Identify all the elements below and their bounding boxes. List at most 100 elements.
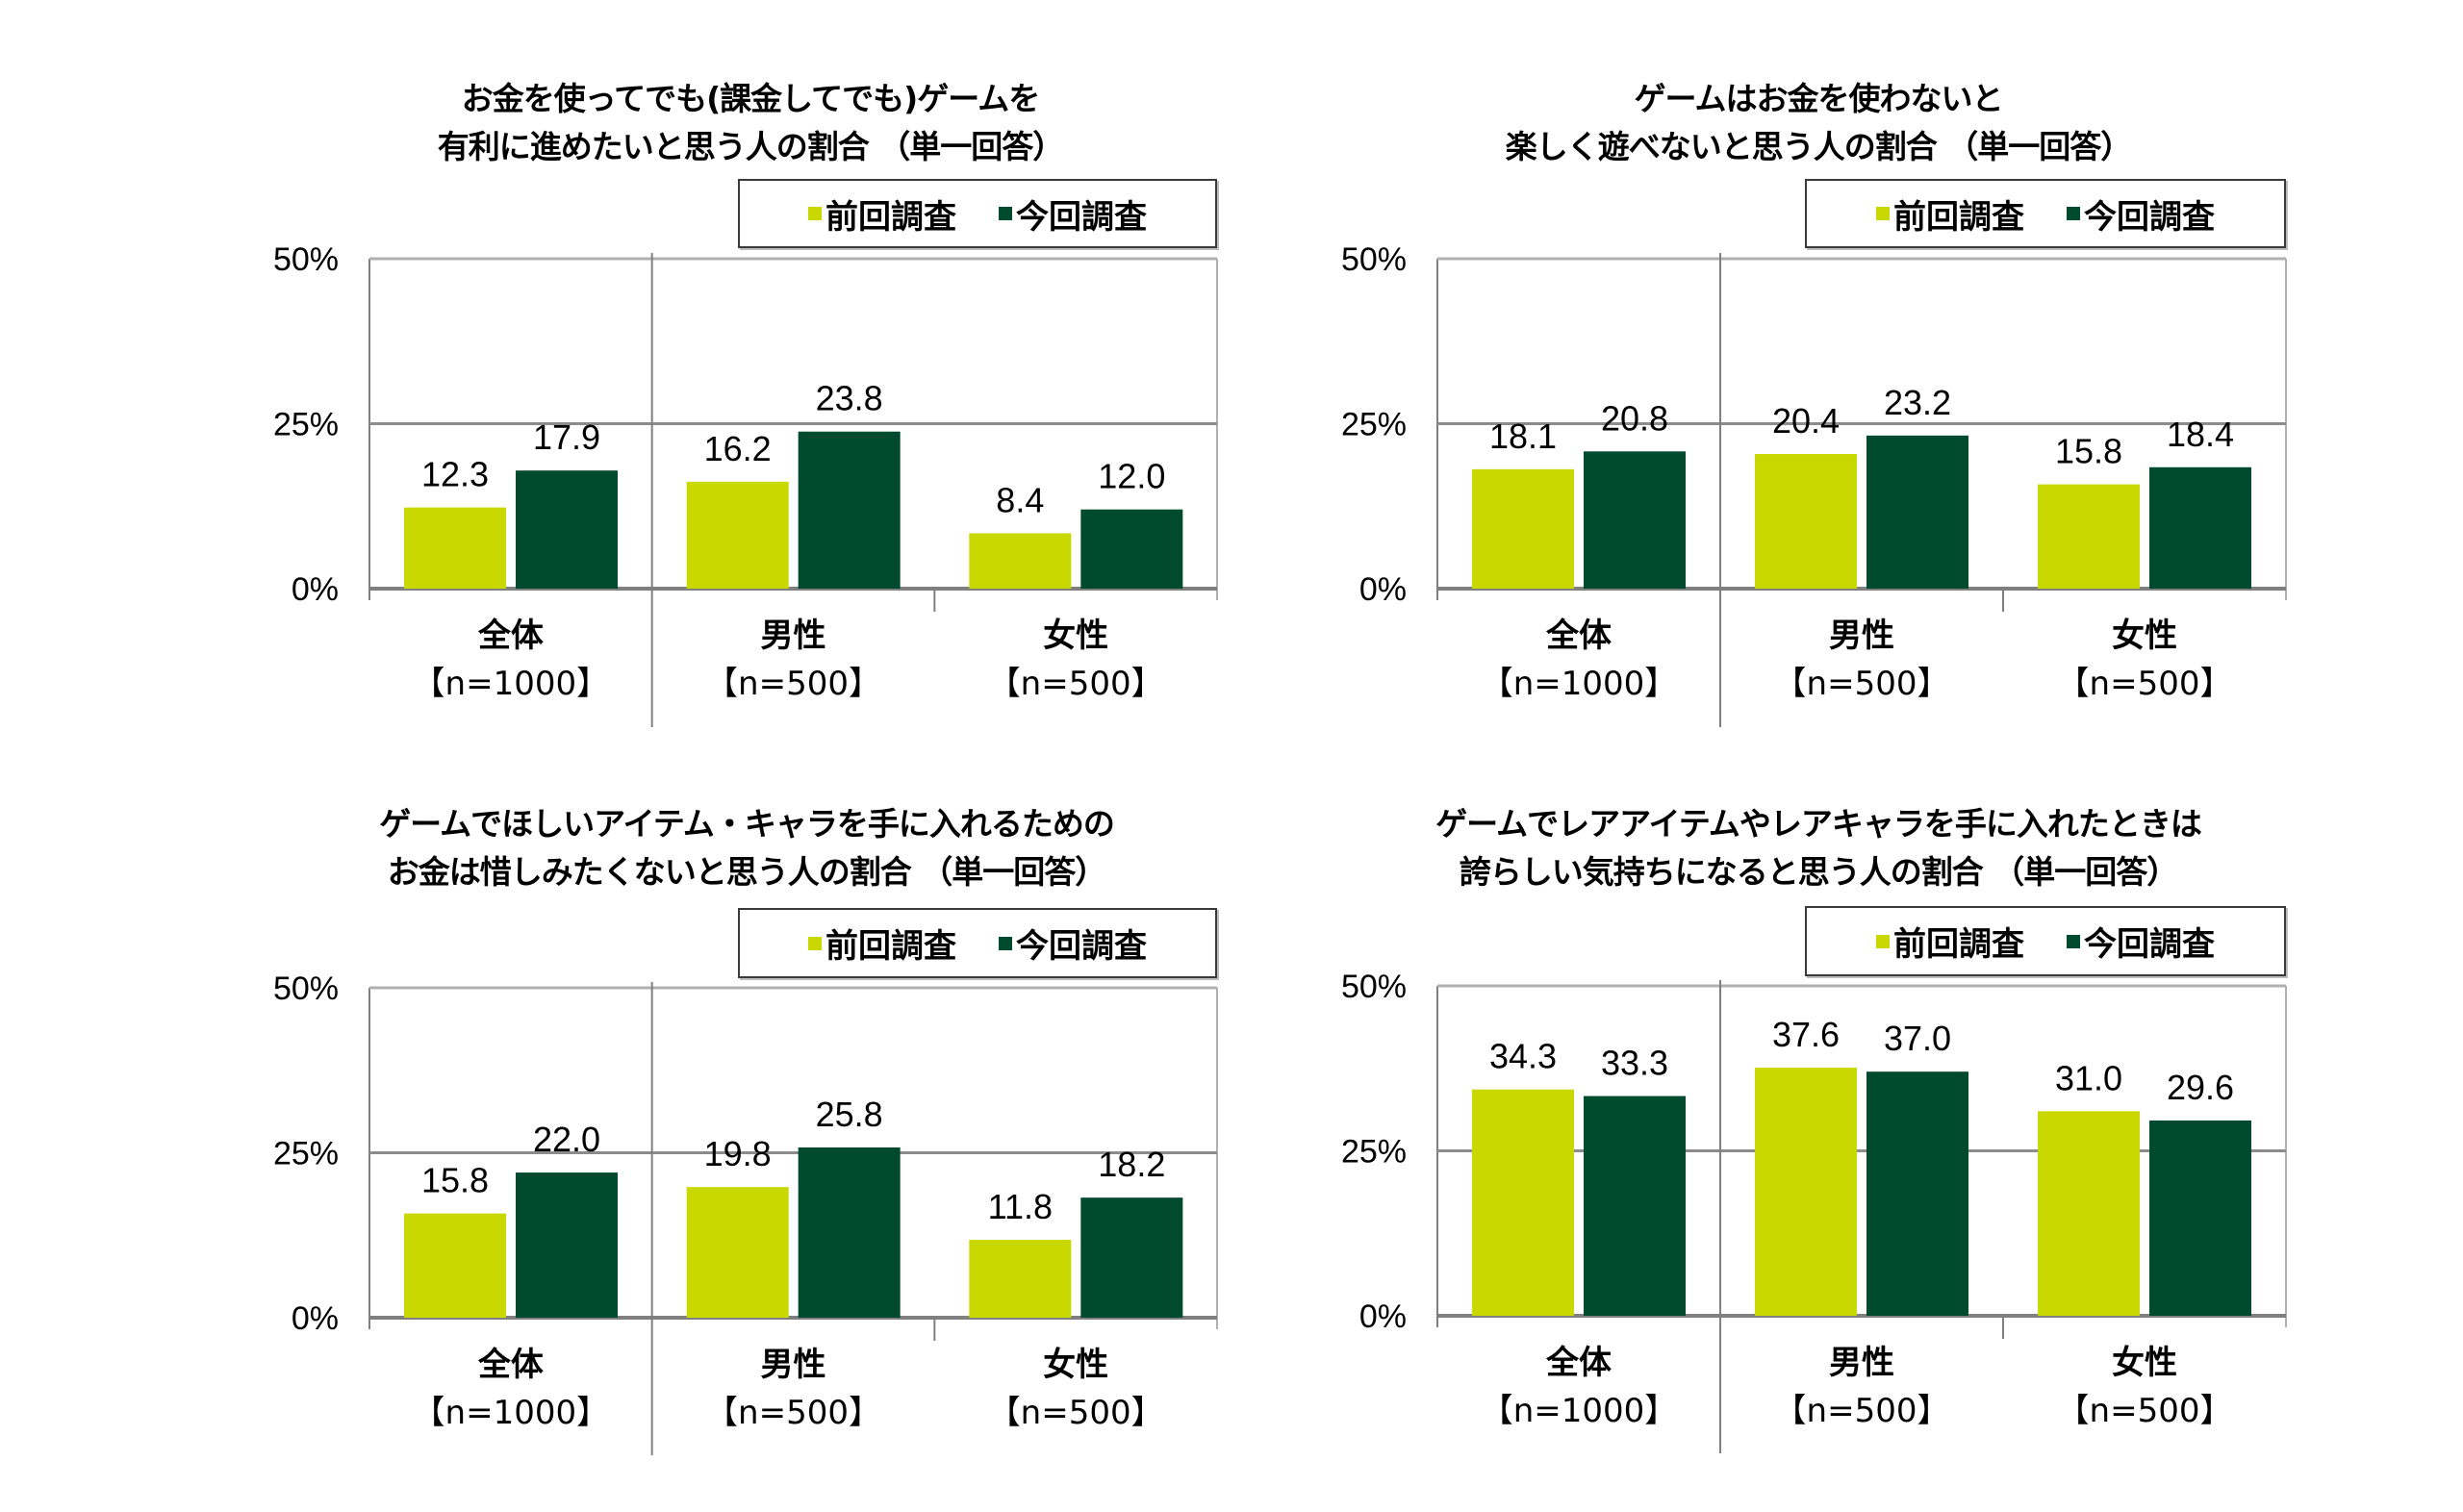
data-label: 25.8 xyxy=(816,1095,883,1134)
x-category-sample-size: 【n=500】 xyxy=(1774,665,1950,703)
legend-item-current: 今回調査 xyxy=(2067,918,2215,965)
data-label: 37.6 xyxy=(1772,1015,1840,1054)
x-category-label: 男性 xyxy=(761,1346,826,1384)
x-category-label: 女性 xyxy=(1043,1346,1108,1384)
data-label: 11.8 xyxy=(988,1187,1053,1226)
y-tick-label: 0% xyxy=(1359,1298,1407,1335)
bar-previous xyxy=(969,533,1072,589)
x-category-sample-size: 【n=500】 xyxy=(1774,1392,1950,1430)
y-tick-label: 0% xyxy=(292,571,339,608)
chart-title-line-2: 有利に進めたいと思う人の割合 （単一回答） xyxy=(437,128,1065,165)
bar-previous xyxy=(969,1240,1072,1318)
legend-item-previous: 前回調査 xyxy=(808,190,956,238)
y-tick-label: 50% xyxy=(273,241,339,278)
chart-title: ゲームでほしいアイテム・キャラを手に入れるための お金は惜しみたくないと思う人の… xyxy=(314,800,1180,896)
y-tick-label: 0% xyxy=(1359,571,1407,608)
data-label: 33.3 xyxy=(1601,1044,1668,1083)
y-tick-label: 0% xyxy=(292,1300,339,1337)
data-label: 37.0 xyxy=(1884,1019,1951,1058)
bar-current xyxy=(1080,509,1183,589)
data-label: 18.2 xyxy=(1098,1145,1165,1184)
y-tick-label: 50% xyxy=(1341,241,1407,278)
x-category-label: 男性 xyxy=(1829,1344,1894,1382)
legend-label-previous: 前回調査 xyxy=(825,927,956,966)
y-tick-label: 25% xyxy=(1341,407,1407,443)
legend-item-current: 今回調査 xyxy=(2067,190,2215,238)
bar-previous xyxy=(2038,484,2140,589)
y-tick-label: 25% xyxy=(1341,1134,1407,1171)
chart-legend: 前回調査 今回調査 xyxy=(1805,906,2286,976)
bar-current xyxy=(516,470,618,589)
y-tick-label: 50% xyxy=(273,970,339,1007)
chart-title-line-1: ゲームでほしいアイテム・キャラを手に入れるための xyxy=(379,805,1115,843)
bar-previous xyxy=(686,481,789,589)
legend-swatch-current xyxy=(999,207,1012,220)
data-label: 23.8 xyxy=(816,379,883,418)
data-label: 8.4 xyxy=(996,480,1044,519)
data-label: 15.8 xyxy=(421,1161,489,1200)
data-label: 20.4 xyxy=(1772,401,1840,441)
bar-current xyxy=(798,1147,901,1318)
chart-title-line-2: 誇らしい気持ちになると思う人の割合 （単一回答） xyxy=(1459,853,2179,891)
bar-current xyxy=(1584,451,1686,589)
chart-1-plot: 0% 25% 50% 12.3 17.9 全体【n=1000】 16.2 23.8 男性【n=5… xyxy=(273,241,1218,727)
data-label: 12.3 xyxy=(421,455,489,494)
y-tick-label: 25% xyxy=(273,407,339,443)
y-tick-label: 50% xyxy=(1341,969,1407,1005)
legend-swatch-previous xyxy=(808,207,822,220)
bar-previous xyxy=(404,1213,506,1318)
data-label: 34.3 xyxy=(1489,1037,1557,1076)
bar-current xyxy=(798,431,901,589)
legend-label-previous: 前回調査 xyxy=(1893,925,2024,964)
legend-label-previous: 前回調査 xyxy=(825,197,956,237)
legend-swatch-current xyxy=(2067,207,2080,220)
legend-swatch-current xyxy=(999,936,1012,950)
chart-title-line-1: お金を使ってでも(課金してでも)ゲームを xyxy=(461,80,1041,117)
bar-current xyxy=(1584,1096,1686,1316)
chart-title-line-1: ゲームはお金を使わないと xyxy=(1634,80,2003,117)
legend-swatch-previous xyxy=(1876,207,1890,220)
legend-item-previous: 前回調査 xyxy=(1876,918,2024,965)
chart-title: お金を使ってでも(課金してでも)ゲームを 有利に進めたいと思う人の割合 （単一回… xyxy=(366,75,1135,171)
bar-previous xyxy=(1755,454,1857,589)
data-label: 29.6 xyxy=(2167,1068,2234,1107)
bar-previous xyxy=(686,1187,789,1318)
bar-previous xyxy=(1755,1068,1857,1316)
bar-current xyxy=(2149,466,2251,589)
x-category-sample-size: 【n=1000】 xyxy=(413,1394,610,1432)
x-category-label: 男性 xyxy=(761,617,826,655)
bar-current xyxy=(1866,435,1968,589)
chart-2-plot: 0% 25% 50% 18.1 20.8 全体【n=1000】 20.4 23.2 男性【n=5… xyxy=(1341,241,2287,727)
bar-previous xyxy=(2038,1111,2140,1316)
x-category-label: 全体 xyxy=(477,1346,544,1384)
legend-item-current: 今回調査 xyxy=(999,190,1147,238)
bar-previous xyxy=(1472,1089,1574,1316)
x-category-label: 女性 xyxy=(1043,617,1108,655)
chart-title-line-2: お金は惜しみたくないと思う人の割合 （単一回答） xyxy=(387,853,1107,891)
x-category-sample-size: 【n=500】 xyxy=(705,665,881,703)
chart-4-plot: 0% 25% 50% 34.3 33.3 全体【n=1000】 37.6 37.0 男性【n=5… xyxy=(1341,969,2287,1453)
legend-item-previous: 前回調査 xyxy=(1876,190,2024,238)
legend-label-current: 今回調査 xyxy=(2084,925,2215,964)
legend-label-current: 今回調査 xyxy=(2084,197,2215,237)
bar-previous xyxy=(404,507,506,589)
chart-title-line-1: ゲームでレアアイテムやレアキャラを手に入れたときは xyxy=(1435,805,2202,843)
data-label: 18.4 xyxy=(2167,415,2234,454)
legend-item-previous: 前回調査 xyxy=(808,920,956,967)
chart-legend: 前回調査 今回調査 xyxy=(1805,179,2286,248)
bar-current xyxy=(1080,1197,1183,1318)
legend-swatch-previous xyxy=(808,936,822,950)
x-category-label: 女性 xyxy=(2112,1344,2177,1382)
legend-swatch-current xyxy=(2067,934,2080,948)
x-category-label: 全体 xyxy=(477,617,544,655)
legend-label-previous: 前回調査 xyxy=(1893,197,2024,237)
chart-title: ゲームでレアアイテムやレアキャラを手に入れたときは 誇らしい気持ちになると思う人… xyxy=(1376,800,2261,896)
x-category-sample-size: 【n=500】 xyxy=(2057,665,2233,703)
x-category-sample-size: 【n=1000】 xyxy=(1481,1392,1678,1430)
data-label: 16.2 xyxy=(704,429,772,468)
bar-previous xyxy=(1472,468,1574,589)
x-category-label: 男性 xyxy=(1829,617,1894,655)
chart-legend: 前回調査 今回調査 xyxy=(738,179,1217,248)
legend-label-current: 今回調査 xyxy=(1016,927,1147,966)
chart-legend: 前回調査 今回調査 xyxy=(738,908,1217,978)
